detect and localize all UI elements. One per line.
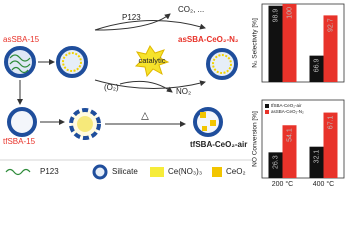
legend-label: Silicate [112, 167, 138, 176]
label: tfSBA-CeO₂-air [190, 140, 247, 149]
particle [4, 46, 36, 78]
x-tick-label: 400 °C [313, 180, 334, 188]
legend-swatch [92, 164, 108, 180]
value-label: 26.3 [272, 155, 279, 169]
arrow [119, 80, 173, 93]
particle [193, 107, 223, 137]
particle [206, 48, 238, 80]
legend-label: CeO₂ [226, 167, 246, 176]
bar [282, 4, 297, 82]
bar [309, 146, 324, 178]
value-label: 54.1 [286, 128, 293, 142]
plot-frame [261, 3, 345, 83]
arrow [94, 79, 206, 90]
bar [268, 152, 283, 178]
label: △ [141, 111, 149, 122]
arrow [94, 13, 171, 31]
graphical-abstract: asSBA-15 P123 CO₂, ... asSBA-CeO₂-N₂ cat… [0, 3, 345, 188]
plot-frame [261, 99, 345, 179]
value-label: 98.9 [272, 9, 279, 23]
legend-swatch [5, 168, 31, 176]
label: catalytic [138, 56, 165, 65]
bar [268, 5, 283, 82]
label: NO₂ [176, 87, 191, 96]
bar [323, 15, 338, 82]
label: CO₂, ... [178, 5, 204, 14]
legend-label: tfSBA-CeO₂-air [271, 103, 302, 108]
bar [309, 55, 324, 82]
legend-swatch [212, 167, 222, 177]
legend-label: asSBA-CeO₂-N₂ [271, 109, 304, 114]
value-label: 67.1 [327, 115, 334, 129]
value-label: 100 [286, 7, 293, 19]
bar [323, 112, 338, 178]
particle [56, 46, 88, 78]
y-axis-label: NO Conversion [%] [252, 111, 259, 167]
particle [69, 108, 101, 140]
arrow [94, 19, 206, 31]
value-label: 32.1 [313, 150, 320, 164]
x-tick-label: 200 °C [272, 180, 293, 188]
star [134, 45, 170, 78]
label: tfSBA-15 [3, 137, 36, 146]
label: asSBA-15 [3, 35, 40, 44]
y-axis-label: N₂ Selectivity [%] [252, 18, 259, 68]
label: (O₂) [104, 83, 119, 92]
value-label: 66.9 [313, 59, 320, 73]
value-label: 92.7 [327, 18, 334, 32]
particle [7, 107, 37, 137]
label: P123 [122, 13, 141, 22]
legend-swatch [150, 167, 164, 177]
label: asSBA-CeO₂-N₂ [178, 35, 239, 44]
legend-swatch [265, 104, 269, 108]
legend-swatch [265, 110, 269, 114]
legend-label: P123 [40, 167, 59, 176]
legend-label: Ce(NO₃)₃ [168, 167, 202, 176]
bar [282, 125, 297, 178]
